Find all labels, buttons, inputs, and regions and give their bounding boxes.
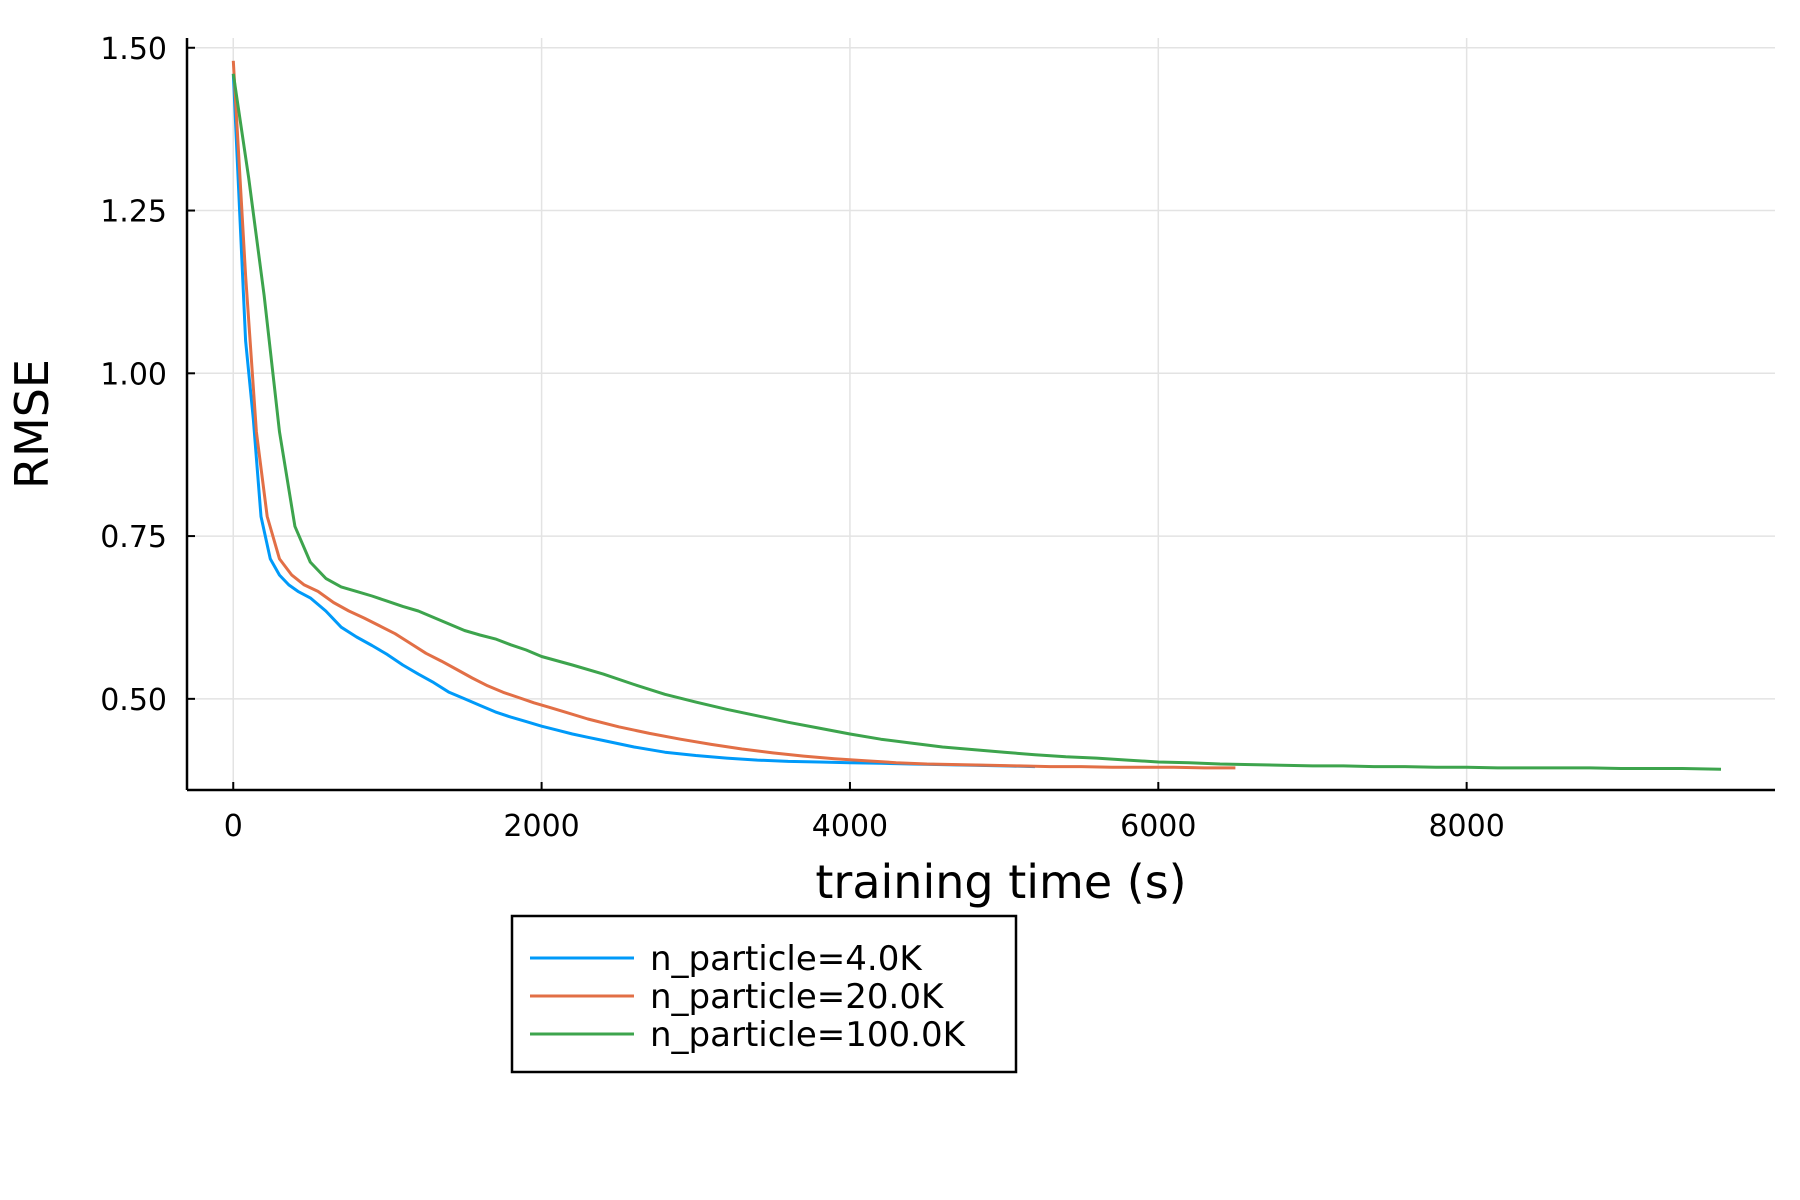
x-tick-label: 8000 bbox=[1428, 809, 1504, 844]
legend: n_particle=4.0Kn_particle=20.0Kn_particl… bbox=[510, 914, 1018, 1074]
y-tick-label: 0.50 bbox=[100, 683, 167, 718]
y-tick-label: 1.25 bbox=[100, 195, 167, 230]
series-line-1 bbox=[231, 73, 1036, 769]
series-line-3 bbox=[231, 73, 1722, 771]
legend-box bbox=[510, 914, 1018, 1074]
legend-label: n_particle=20.0K bbox=[650, 977, 945, 1017]
x-axis-title: training time (s) bbox=[815, 855, 1186, 909]
y-tick-label: 1.00 bbox=[100, 357, 167, 392]
x-tick-label: 2000 bbox=[503, 809, 579, 844]
axes bbox=[185, 38, 1775, 792]
y-tick-label: 0.75 bbox=[100, 520, 167, 555]
legend-label: n_particle=100.0K bbox=[650, 1015, 967, 1055]
series-layer bbox=[231, 60, 1722, 771]
y-axis-title: RMSE bbox=[5, 359, 59, 489]
x-tick-label: 4000 bbox=[812, 809, 888, 844]
series-line-2 bbox=[231, 60, 1236, 770]
tick-labels: 0 2000 4000 6000 8000 0.50 0.75 1.00 1.25 1.50 bbox=[100, 32, 1505, 844]
x-tick-label: 0 bbox=[224, 809, 243, 844]
legend-label: n_particle=4.0K bbox=[650, 939, 923, 979]
x-tick-label: 6000 bbox=[1120, 809, 1196, 844]
grid bbox=[187, 38, 1775, 790]
y-tick-label: 1.50 bbox=[100, 32, 167, 67]
